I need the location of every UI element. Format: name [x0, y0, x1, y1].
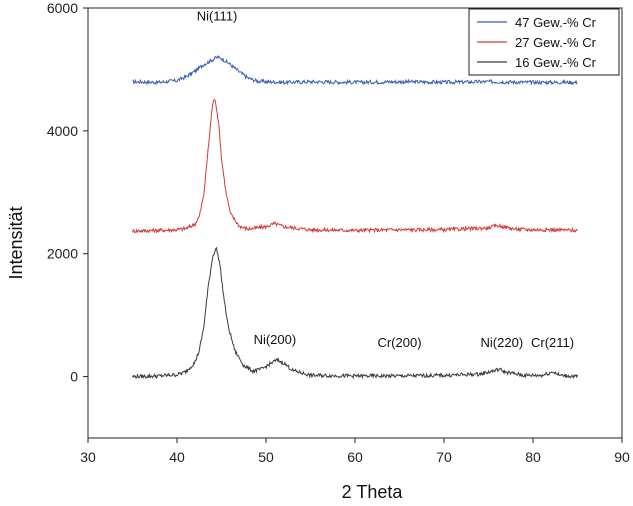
peak-label: Cr(211): [531, 335, 574, 350]
axes-layer: 30 40 50 60 70 80 90 0 2000 4000 6000: [47, 0, 630, 465]
peak-label: Ni(111): [197, 8, 238, 23]
x-tick-label: 30: [80, 449, 96, 465]
series-line-2: [132, 98, 578, 234]
x-tick-label: 40: [169, 449, 185, 465]
y-tick-label: 6000: [47, 0, 78, 16]
x-axis-title: 2 Theta: [342, 482, 404, 502]
y-tick-label: 4000: [47, 123, 78, 139]
y-tick-label: 0: [70, 369, 78, 385]
legend-label: 16 Gew.-% Cr: [515, 55, 597, 70]
series-line-1: [132, 55, 578, 86]
x-tick-label: 70: [436, 449, 452, 465]
peak-label: Ni(200): [254, 332, 297, 347]
x-tick-label: 50: [258, 449, 274, 465]
legend: 47 Gew.-% Cr 27 Gew.-% Cr 16 Gew.-% Cr: [468, 8, 620, 76]
peak-label: Ni(220): [481, 335, 524, 350]
peak-label: Cr(200): [377, 335, 421, 350]
annotation-layer: Cr(110)Ni(111)Ni(200)Cr(200)Ni(220)Cr(21…: [197, 8, 574, 350]
series-line-3: [132, 246, 578, 380]
series-layer: [132, 55, 578, 380]
y-tick-label: 2000: [47, 246, 78, 262]
x-tick-label: 80: [525, 449, 541, 465]
x-tick-label: 90: [614, 449, 630, 465]
x-tick-label: 60: [347, 449, 363, 465]
legend-label: 47 Gew.-% Cr: [515, 15, 597, 30]
y-axis-title: Intensität: [6, 206, 26, 279]
legend-label: 27 Gew.-% Cr: [515, 35, 597, 50]
